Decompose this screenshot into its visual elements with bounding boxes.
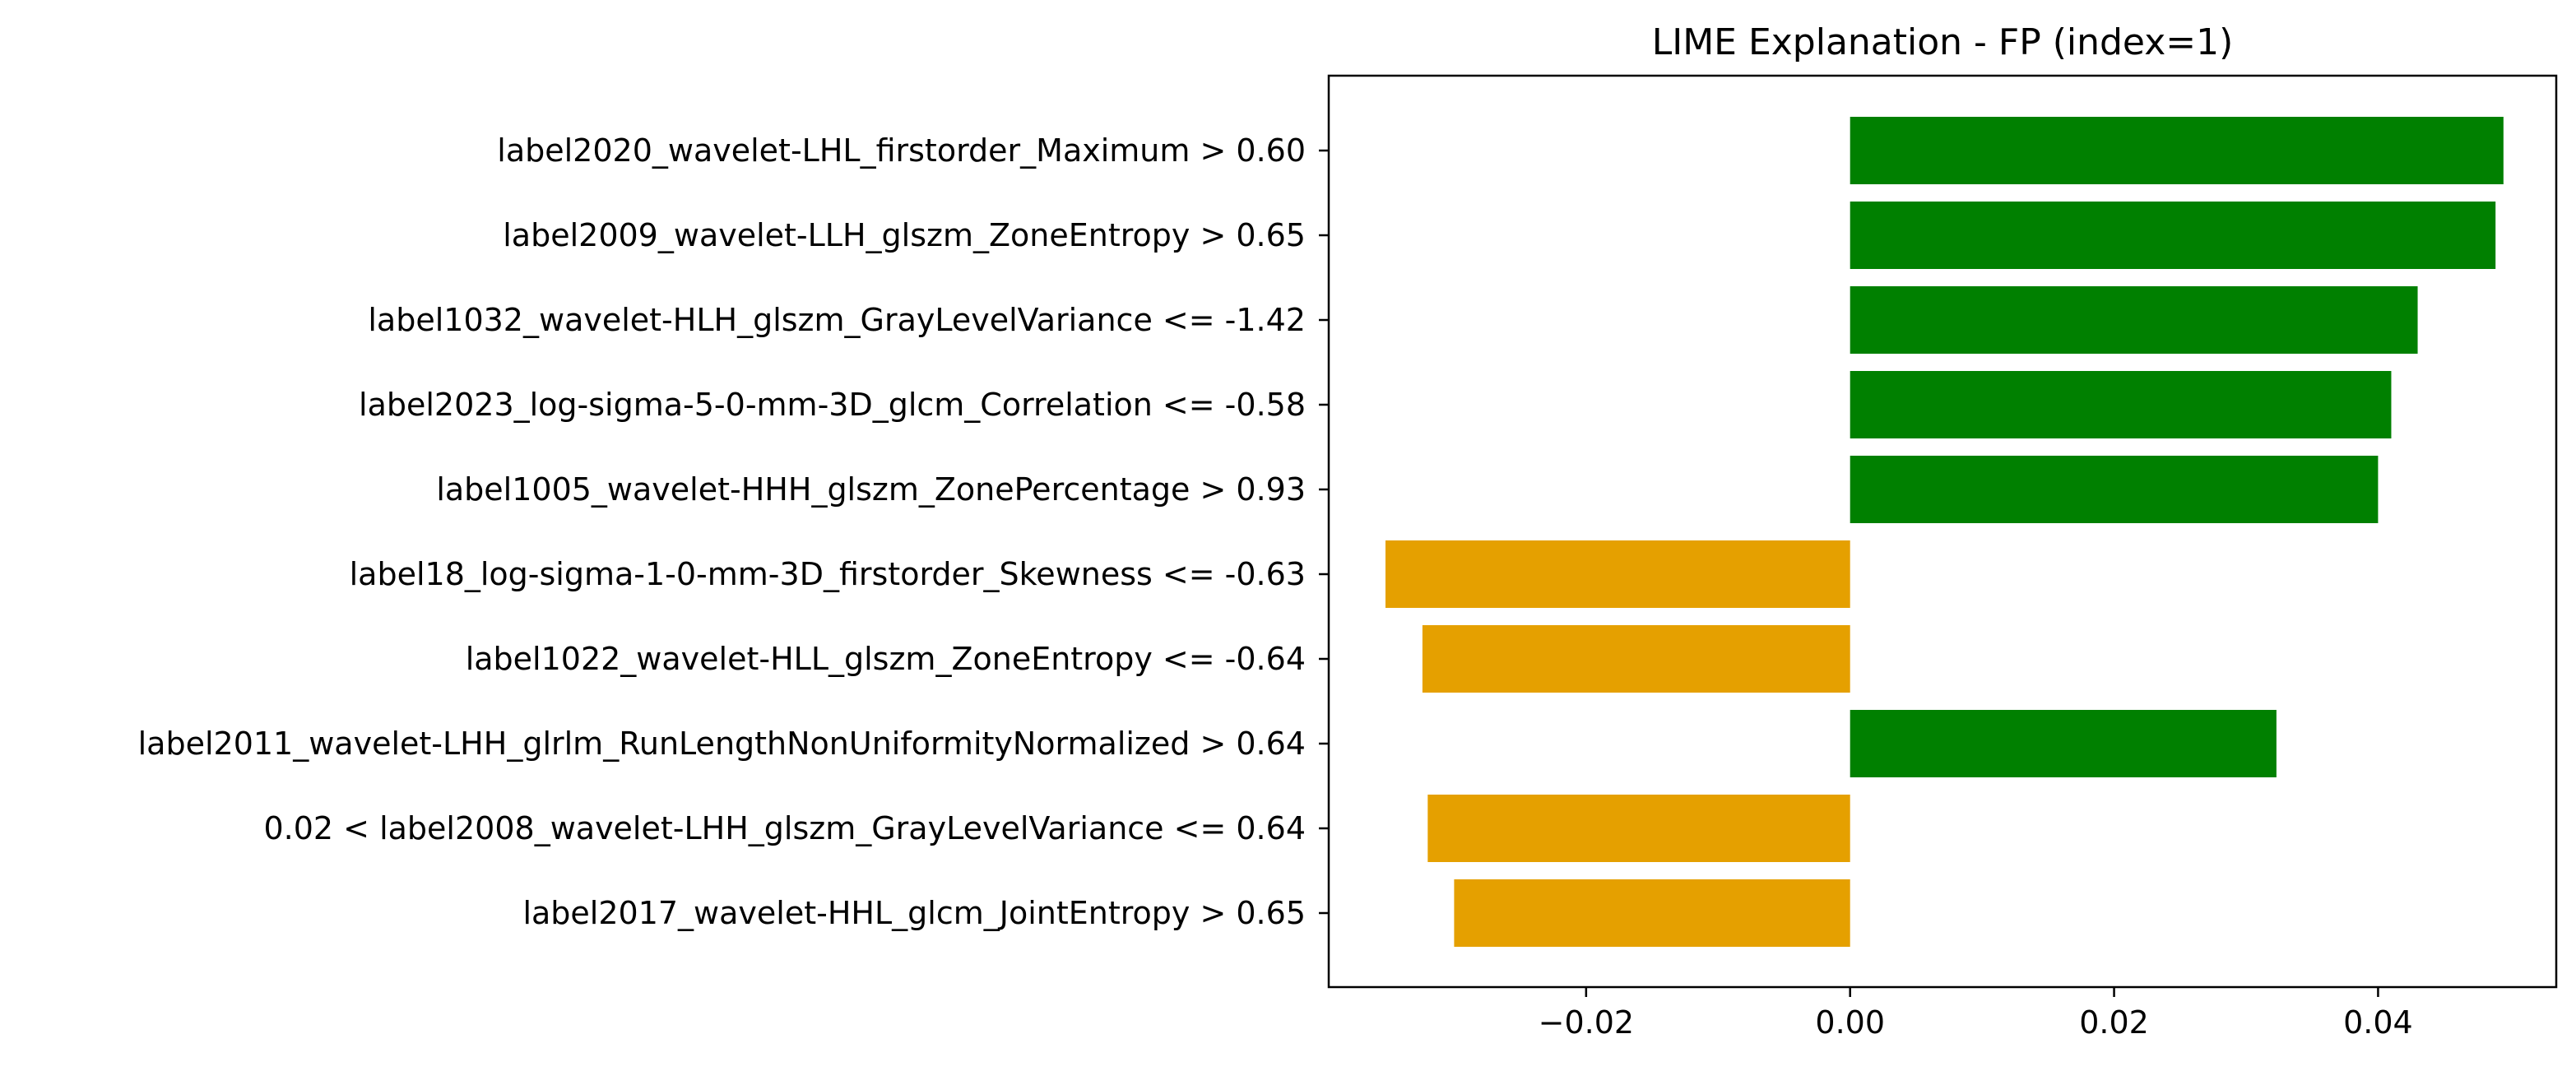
y-tick-label: label1005_wavelet-HHH_glszm_ZonePercenta… [436, 471, 1306, 508]
bar-3 [1850, 286, 2418, 354]
y-tick-label: label2023_log-sigma-5-0-mm-3D_glcm_Corre… [359, 387, 1306, 423]
bar-4 [1850, 371, 2392, 438]
y-tick-label: label1022_wavelet-HLL_glszm_ZoneEntropy … [466, 641, 1306, 677]
chart-title: LIME Explanation - FP (index=1) [1652, 21, 2234, 63]
y-tick-labels: label2020_wavelet-LHL_firstorder_Maximum… [138, 132, 1329, 931]
plot-frame [1327, 74, 2558, 989]
x-tick-label: 0.02 [2079, 1004, 2149, 1041]
bar-6 [1385, 540, 1850, 608]
bar-10 [1454, 879, 1850, 947]
y-tick-label: label2017_wavelet-HHL_glcm_JointEntropy … [522, 895, 1306, 931]
x-tick-label: 0.00 [1815, 1004, 1885, 1041]
x-ticks: −0.02 0.00 0.02 0.04 [1539, 987, 2413, 1041]
bar-5 [1850, 456, 2379, 523]
bar-9 [1427, 795, 1850, 862]
y-tick-label: 0.02 < label2008_wavelet-LHH_glszm_GrayL… [263, 810, 1306, 846]
bars-group [1385, 117, 2504, 947]
x-tick-label: 0.04 [2343, 1004, 2413, 1041]
y-tick-label: label2009_wavelet-LLH_glszm_ZoneEntropy … [503, 217, 1306, 253]
bar-7 [1422, 625, 1850, 693]
x-tick-label: −0.02 [1539, 1004, 1634, 1041]
y-tick-label: label1032_wavelet-HLH_glszm_GrayLevelVar… [368, 302, 1306, 338]
y-tick-label: label2011_wavelet-LHH_glrlm_RunLengthNon… [138, 726, 1306, 762]
y-tick-label: label18_log-sigma-1-0-mm-3D_firstorder_S… [350, 556, 1306, 592]
y-tick-label: label2020_wavelet-LHL_firstorder_Maximum… [497, 132, 1306, 169]
bar-2 [1850, 202, 2496, 269]
bar-1 [1850, 117, 2504, 184]
bar-8 [1850, 710, 2277, 777]
